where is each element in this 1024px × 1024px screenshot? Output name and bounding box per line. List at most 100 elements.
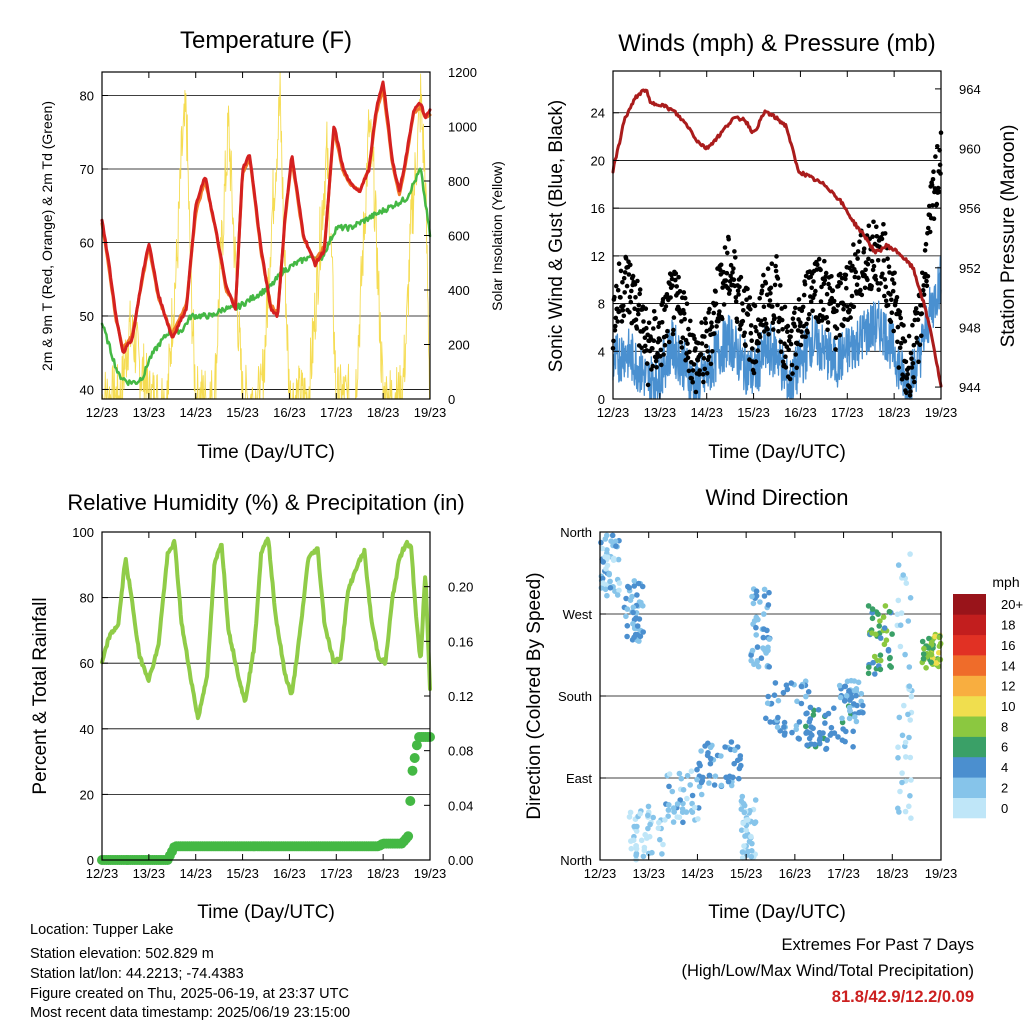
direction-point [822,720,828,726]
x-tick-label: 15/23 [737,405,770,420]
gust-point [798,320,803,325]
direction-point [804,742,810,748]
direction-point [837,694,844,701]
direction-point [788,680,795,686]
gust-point [644,361,650,366]
gust-point [643,343,648,349]
gust-point [654,365,659,370]
colorbar-swatch [953,655,986,676]
direction-point [765,602,772,608]
gust-point [757,296,762,301]
gust-point [697,368,702,373]
direction-point [604,532,610,539]
gust-point [679,345,685,350]
winds-panel: Winds (mph) & Pressure (mb) 12/23 13/23 14… [546,30,1019,463]
direction-point [624,633,630,640]
direction-point [804,710,810,716]
gust-point [670,331,676,337]
y-tick-label: 40 [80,382,94,397]
gust-point [869,258,875,264]
gust-point [716,319,721,324]
gust-point [733,255,738,260]
direction-point [599,545,606,552]
gust-point [796,297,802,302]
direction-point [885,646,892,653]
gust-point [819,318,825,323]
direction-point [794,698,800,705]
pressure-line [611,88,943,388]
y-tick-label: 0 [598,392,605,407]
gust-point [897,309,903,315]
gust-point [806,316,811,322]
gust-point [740,318,746,324]
y-tick-label: West [563,607,593,622]
rainfall-point [403,831,414,842]
direction-point [823,745,830,752]
direction-point [803,693,809,700]
gust-point [880,271,885,277]
direction-point [633,852,639,859]
gust-point [730,270,735,275]
direction-point [606,570,612,577]
gust-point [616,261,622,267]
x-tick-label: 17/23 [831,405,864,420]
direction-point [880,614,887,620]
gust-point [927,229,933,235]
direction-point [761,611,767,617]
direction-point [616,580,623,586]
gust-point [734,319,740,325]
gust-point [699,320,704,325]
gust-point [833,347,838,352]
colorbar-label: 2 [1001,781,1008,796]
gust-point [656,324,661,330]
gust-point [618,295,623,300]
gust-point [915,317,921,323]
direction-point [739,793,746,800]
gust-point [622,290,627,295]
gust-point [874,234,880,239]
gust-point [673,271,679,276]
direction-point [629,593,635,600]
direction-point [932,633,938,640]
gust-point [662,342,668,348]
gust-point [822,277,828,283]
gust-point [828,301,834,306]
humidity-axes: 12/23 13/23 14/23 15/23 16/23 17/23 18/23 19/23… [72,525,473,881]
direction-point [899,770,905,776]
gust-point [797,323,803,329]
gust-point [653,358,659,364]
x-tick-label: 14/23 [681,866,714,881]
direction-point [839,719,846,726]
gust-point [829,274,834,279]
direction-point [732,747,738,754]
direction-point [637,633,644,640]
gust-point [876,287,881,293]
gust-point [818,299,824,304]
gust-point [931,216,937,221]
gust-point [837,332,843,338]
solar-line [101,71,431,400]
direction-point [612,538,619,545]
gust-point [639,345,644,351]
temperature-panel: Temperature (F) 12/23 13/23 14/23 15/23 16/2… [39,27,505,463]
gust-point [788,341,794,347]
gust-point [670,283,675,289]
humidity-xlabel: Time (Day/UTC) [197,902,335,923]
gust-point [895,339,900,345]
gust-point [757,334,763,340]
gust-point [780,327,785,332]
direction-point [741,843,747,849]
gust-point [907,393,913,398]
direction-point [650,814,656,821]
direction-point [657,836,663,843]
direction-point [765,693,771,700]
gust-point [865,261,871,267]
gust-point [809,285,814,291]
direction-point [748,657,754,664]
direction-point [644,835,650,841]
gust-point [924,283,930,289]
colorbar-title: mph [992,574,1019,590]
gust-point [909,356,914,362]
direction-point [906,683,913,689]
dewpoint-line [100,167,432,387]
